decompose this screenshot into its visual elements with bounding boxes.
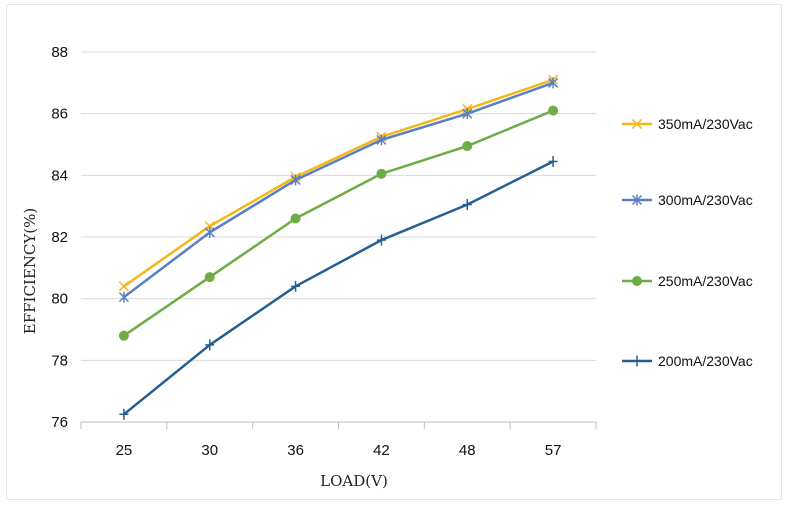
data-point	[119, 408, 129, 420]
series-line	[123, 160, 554, 416]
legend-marker	[631, 194, 643, 206]
data-point	[291, 280, 301, 292]
data-point	[548, 155, 558, 167]
series-line	[123, 78, 554, 288]
y-tick-label: 80	[51, 291, 68, 308]
legend-item: 200mA/230Vac	[622, 353, 753, 369]
legend-item: 300mA/230Vac	[622, 192, 753, 208]
legend-marker	[632, 276, 642, 286]
y-tick-label: 76	[51, 414, 68, 431]
x-tick-label: 42	[373, 442, 390, 459]
data-point	[462, 141, 473, 152]
marker-stroke	[631, 118, 643, 130]
legend-label: 250mA/230Vac	[658, 273, 753, 289]
data-point	[118, 291, 129, 303]
data-point	[548, 105, 559, 116]
data-point	[548, 77, 559, 89]
legend-label: 350mA/230Vac	[658, 116, 753, 132]
series-layer	[118, 74, 559, 420]
data-point	[290, 213, 301, 224]
x-axis-title: LOAD(V)	[320, 472, 388, 490]
marker-stroke	[118, 281, 129, 292]
data-point	[462, 108, 473, 120]
data-point	[118, 281, 129, 292]
data-point	[118, 330, 129, 341]
data-point	[290, 174, 301, 186]
series-line	[123, 109, 554, 337]
legend: 350mA/230Vac 300mA/230Vac 250mA/230Vac 200m…	[622, 116, 753, 369]
x-tick-label: 57	[545, 442, 562, 459]
chart-frame	[6, 4, 782, 500]
y-tick-label: 78	[51, 352, 68, 369]
y-tick-label: 88	[51, 44, 68, 61]
data-point	[204, 226, 215, 238]
data-point	[376, 234, 386, 246]
legend-item: 350mA/230Vac	[622, 116, 753, 132]
y-axis-title: EFFICIENCY(%)	[21, 208, 39, 335]
gridlines	[81, 51, 596, 361]
x-tick-label: 25	[116, 442, 133, 459]
y-tick-label: 84	[51, 167, 68, 184]
y-tick-label: 86	[51, 106, 68, 123]
legend-marker	[631, 118, 643, 130]
data-point	[204, 272, 215, 283]
data-point	[205, 339, 215, 351]
data-point	[376, 168, 387, 179]
legend-label: 300mA/230Vac	[658, 192, 753, 208]
axes: 76 78 80 82 84 86 88 25 30 36 42 48 57	[51, 44, 597, 459]
data-point	[462, 199, 472, 211]
y-tick-label: 82	[51, 229, 68, 246]
legend-marker	[632, 355, 642, 367]
series-line	[123, 81, 554, 299]
x-tick-label: 30	[201, 442, 218, 459]
x-tick-label: 36	[287, 442, 304, 459]
legend-label: 200mA/230Vac	[658, 353, 753, 369]
x-tick-label: 48	[459, 442, 476, 459]
data-point	[376, 134, 387, 146]
legend-item: 250mA/230Vac	[622, 273, 753, 289]
